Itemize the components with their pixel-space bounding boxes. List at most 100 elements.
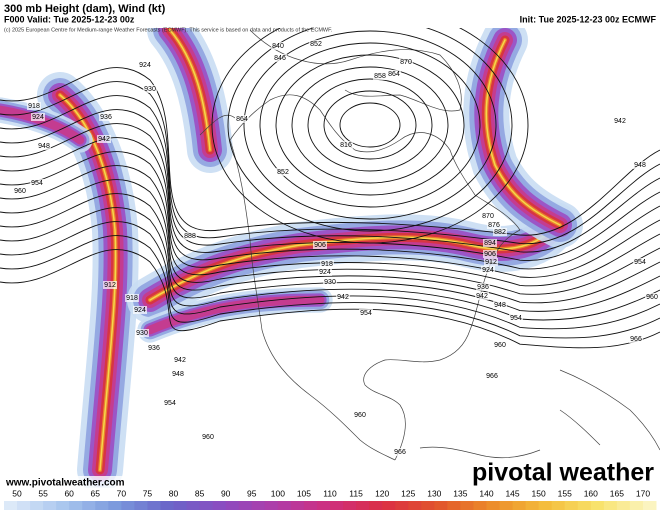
contour-label-bg: [235, 115, 249, 123]
contour-label-bg: [359, 309, 373, 317]
contour-label-bg: [27, 102, 41, 110]
colorbar-swatch: [564, 501, 579, 510]
colorbar-swatch: [603, 501, 618, 510]
colorbar-swatch: [121, 501, 135, 510]
colorbar-swatch: [82, 501, 96, 510]
contour-label-bg: [309, 40, 323, 48]
contour-label: 882: [494, 229, 506, 236]
colorbar-tick-label: 140: [479, 488, 493, 498]
contour-label-bg: [393, 448, 407, 456]
colorbar-swatch: [408, 501, 422, 510]
contour-label-bg: [125, 294, 139, 302]
colorbar-swatch: [69, 501, 83, 510]
colorbar-swatch: [4, 501, 18, 510]
contour-label-bg: [493, 228, 507, 236]
colorbar-swatch: [264, 501, 279, 510]
contour-label-bg: [183, 232, 197, 240]
contour-label: 954: [31, 180, 43, 187]
colorbar-swatch: [186, 501, 201, 510]
colorbar-swatch: [421, 501, 435, 510]
colorbar-swatch: [499, 501, 514, 510]
logo: pivotal weather: [472, 459, 654, 487]
colorbar-swatch: [303, 501, 318, 510]
colorbar-tick-label: 60: [64, 488, 74, 498]
contour-label: 948: [634, 162, 646, 169]
contour-label: 936: [100, 114, 112, 121]
colorbar-tick-label: 155: [558, 488, 572, 498]
contour-label: 864: [236, 116, 248, 123]
contour-label: 918: [126, 295, 138, 302]
contour-line: [0, 81, 660, 244]
contour-label: 852: [277, 169, 289, 176]
contour-label-bg: [37, 142, 51, 150]
contour-label: 888: [184, 233, 196, 240]
contour-label-bg: [99, 113, 113, 121]
colorbar-swatch: [277, 501, 292, 510]
colorbar-tick-label: 90: [221, 488, 231, 498]
contour-label: 924: [139, 62, 151, 69]
contour-label-bg: [138, 61, 152, 69]
contour-label-bg: [171, 370, 185, 378]
colorbar-swatch: [199, 501, 214, 510]
colorbar-swatch: [43, 501, 57, 510]
contour-label: 960: [14, 188, 26, 195]
contour-line: [0, 193, 660, 312]
contour-label: 936: [148, 345, 160, 352]
contour-label: 948: [38, 143, 50, 150]
colorbar-swatch: [17, 501, 31, 510]
colorbar-swatch: [108, 501, 122, 510]
contour-label-bg: [493, 301, 507, 309]
colorbar-tick-label: 110: [323, 488, 337, 498]
contour-label: 924: [134, 307, 146, 314]
colorbar-tick-label: 80: [169, 488, 179, 498]
colorbar-swatch: [434, 501, 448, 510]
contour-line: [307, 78, 433, 172]
contour-label: 912: [104, 282, 116, 289]
contour-label-bg: [387, 70, 401, 78]
contour-line: [0, 221, 660, 330]
colorbar-swatch: [486, 501, 501, 510]
colorbar-tick-label: 150: [532, 488, 546, 498]
contour-label-bg: [353, 411, 367, 419]
contour-label-bg: [493, 341, 507, 349]
contour-label-bg: [318, 268, 332, 276]
copyright: (c) 2025 European Centre for Medium-rang…: [4, 27, 333, 33]
wind-shading: [0, 28, 583, 488]
colorbar-swatch: [590, 501, 605, 510]
contour-label-bg: [31, 113, 45, 121]
contour-label: 942: [614, 118, 626, 125]
colorbar-swatch: [251, 501, 266, 510]
contour-label: 924: [482, 267, 494, 274]
colorbar: 50 55 60 65 70 75 80 85 90 95 100 105 110 115 120 125 13…: [4, 488, 657, 510]
contour-label: 906: [314, 242, 326, 249]
contour-label: 966: [394, 449, 406, 456]
contour-line: [0, 179, 660, 304]
contour-label: 918: [321, 261, 333, 268]
colorbar-swatch: [642, 501, 657, 510]
colorbar-swatch: [343, 501, 357, 510]
contour-label: 846: [274, 55, 286, 62]
colorbar-swatch: [147, 501, 161, 510]
colorbar-tick-label: 105: [297, 488, 311, 498]
contour-label-bg: [323, 278, 337, 286]
colorbar-swatch: [382, 501, 396, 510]
contour-label-bg: [645, 293, 659, 301]
init-time: Init: Tue 2025-12-23 00z ECMWF: [520, 14, 657, 24]
contour-label: 954: [634, 259, 646, 266]
contour-line: [227, 28, 513, 232]
contour-label: 864: [388, 71, 400, 78]
contour-line: [0, 95, 660, 253]
contour-label-bg: [147, 344, 161, 352]
contour-label: 870: [482, 213, 494, 220]
contour-label: 942: [98, 136, 110, 143]
contour-label: 876: [488, 222, 500, 229]
website: www.pivotalweather.com: [5, 478, 125, 489]
colorbar-swatch: [173, 501, 188, 510]
contour-line: [0, 249, 660, 349]
contour-label: 960: [494, 342, 506, 349]
contour-label-bg: [629, 335, 643, 343]
contour-label: 852: [310, 41, 322, 48]
colorbar-swatch: [212, 501, 227, 510]
colorbar-swatch: [551, 501, 566, 510]
